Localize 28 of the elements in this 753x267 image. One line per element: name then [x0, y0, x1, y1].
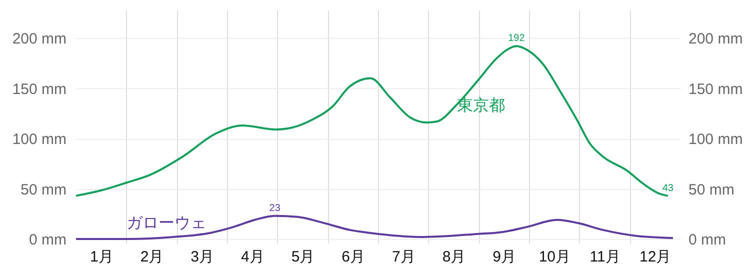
x-tick-label: 5月	[291, 248, 315, 266]
line-series	[75, 214, 674, 240]
x-tick-label: 3月	[190, 248, 214, 266]
x-tick-label: 9月	[492, 248, 516, 266]
x-tick-label: 1月	[90, 248, 114, 266]
y2-tick-label: 200 mm	[688, 30, 743, 48]
y2-tick-label: 100 mm	[688, 131, 743, 148]
data-label: 23	[269, 202, 281, 214]
x-tick-label: 2月	[140, 248, 164, 266]
x-tick-label: 11月	[590, 248, 620, 266]
y2-tick-label: 50 mm	[688, 181, 734, 198]
y-tick-label: 50 mm	[20, 181, 66, 198]
data-label: 43	[662, 182, 674, 194]
x-tick-label: 4月	[240, 248, 264, 266]
x-tick-label: 7月	[392, 248, 416, 266]
data-label: 192	[508, 33, 526, 44]
series-label: 東京都	[457, 96, 506, 114]
x-tick-label: 8月	[442, 248, 466, 266]
series-label: ガローウェ	[126, 214, 206, 232]
y2-tick-label: 150 mm	[688, 80, 743, 98]
y-tick-label: 0 mm	[29, 231, 66, 248]
y-tick-label: 200 mm	[12, 30, 66, 48]
x-tick-label: 12月	[639, 248, 672, 266]
y-tick-label: 100 mm	[12, 131, 66, 148]
y-tick-label: 150 mm	[12, 80, 66, 98]
y2-tick-label: 0 mm	[688, 231, 726, 248]
x-tick-label: 6月	[342, 248, 366, 266]
x-tick-label: 10月	[538, 248, 571, 266]
